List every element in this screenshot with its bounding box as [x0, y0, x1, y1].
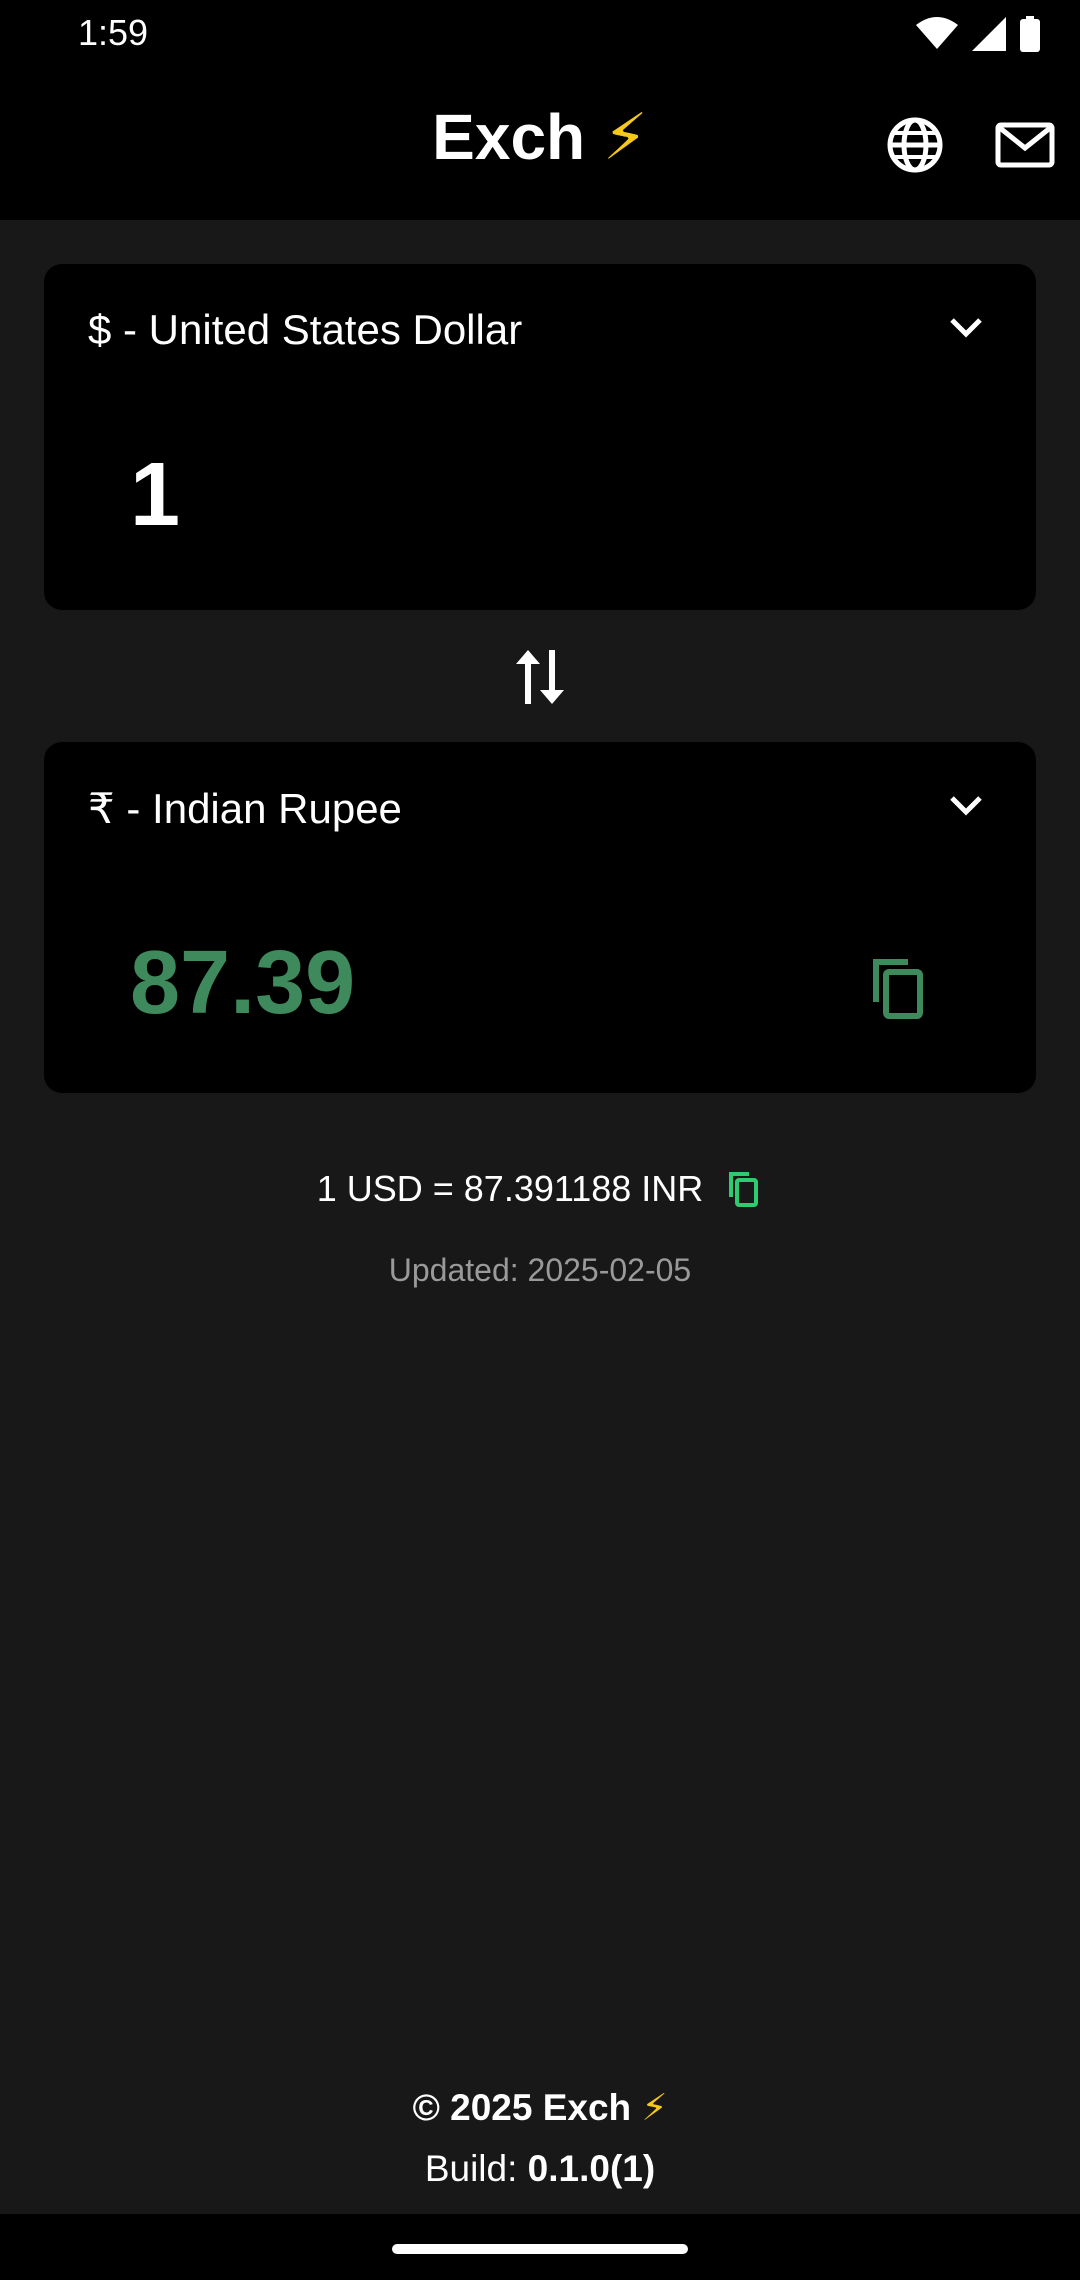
to-currency-card: ₹ - Indian Rupee 87.39	[44, 742, 1036, 1093]
app-title: Exch ⚡	[0, 100, 1080, 175]
status-icons	[916, 14, 1040, 54]
chevron-down-icon[interactable]	[946, 790, 986, 820]
build-label: Build:	[424, 2148, 518, 2189]
copyright-text: © 2025 Exch	[412, 2087, 632, 2128]
language-button[interactable]	[880, 110, 950, 180]
updated-date: Updated: 2025-02-05	[388, 1252, 692, 1288]
exchange-rate-line: 1 USD = 87.391188 INR	[0, 1168, 1080, 1210]
footer-copyright: © 2025 Exch ⚡	[0, 2086, 1080, 2129]
signal-icon	[972, 17, 1006, 51]
to-currency-select[interactable]: ₹ - Indian Rupee	[88, 785, 402, 832]
from-currency-select[interactable]: $ - United States Dollar	[88, 306, 523, 353]
converted-amount: 87.39	[130, 933, 356, 1033]
app-title-text: Exch	[432, 101, 586, 173]
from-currency-card: $ - United States Dollar	[44, 264, 1036, 610]
wifi-icon	[916, 17, 958, 49]
home-indicator[interactable]	[392, 2244, 688, 2254]
build-version: 0.1.0(1)	[527, 2148, 656, 2189]
status-time: 1:59	[78, 12, 149, 53]
navigation-bar	[0, 2214, 1080, 2280]
status-bar: 1:59	[0, 0, 1080, 70]
mail-icon	[995, 122, 1055, 168]
swap-arrows-icon[interactable]	[510, 644, 570, 710]
mail-button[interactable]	[990, 110, 1060, 180]
copy-icon[interactable]	[862, 952, 934, 1024]
lightning-icon: ⚡	[602, 101, 648, 173]
exchange-rate-text: 1 USD = 87.391188 INR	[316, 1168, 704, 1209]
footer-build: Build: 0.1.0(1)	[0, 2148, 1080, 2190]
amount-input[interactable]	[130, 444, 730, 547]
lightning-icon: ⚡	[641, 2087, 668, 2128]
battery-icon	[1020, 16, 1040, 52]
globe-icon	[887, 117, 943, 173]
copy-rate-icon[interactable]	[723, 1169, 763, 1209]
chevron-down-icon[interactable]	[946, 312, 986, 342]
app-bar: Exch ⚡	[0, 70, 1080, 220]
